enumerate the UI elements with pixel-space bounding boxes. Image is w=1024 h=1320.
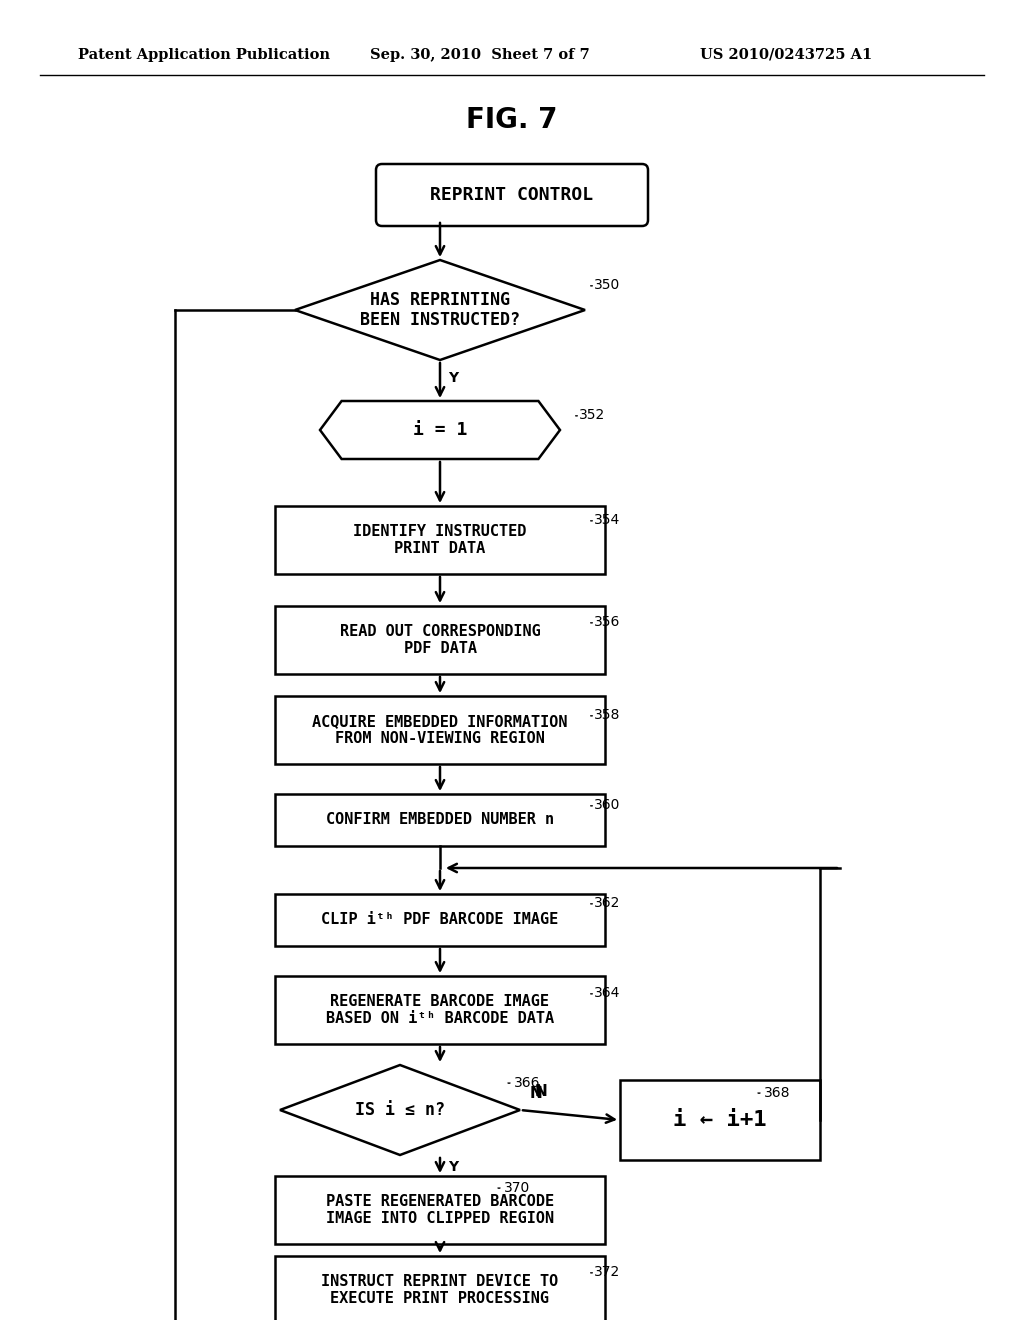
Text: Sep. 30, 2010  Sheet 7 of 7: Sep. 30, 2010 Sheet 7 of 7 [370,48,590,62]
FancyBboxPatch shape [376,164,648,226]
Text: REPRINT CONTROL: REPRINT CONTROL [430,186,594,205]
Text: FIG. 7: FIG. 7 [466,106,558,135]
Polygon shape [295,260,585,360]
Polygon shape [319,401,560,459]
Text: 364: 364 [594,986,621,1001]
Text: 356: 356 [594,615,621,630]
Text: REGENERATE BARCODE IMAGE
BASED ON iᵗʰ BARCODE DATA: REGENERATE BARCODE IMAGE BASED ON iᵗʰ BA… [326,994,554,1026]
Text: Y: Y [449,1160,458,1173]
Bar [275,506,605,574]
Text: Patent Application Publication: Patent Application Publication [78,48,330,62]
Text: 354: 354 [594,513,621,527]
Text: 360: 360 [594,799,621,812]
Text: ACQUIRE EMBEDDED INFORMATION
FROM NON-VIEWING REGION: ACQUIRE EMBEDDED INFORMATION FROM NON-VI… [312,714,567,746]
Text: N: N [535,1084,548,1100]
Text: INSTRUCT REPRINT DEVICE TO
EXECUTE PRINT PROCESSING: INSTRUCT REPRINT DEVICE TO EXECUTE PRINT… [322,1274,559,1307]
Text: 362: 362 [594,896,621,909]
Text: PASTE REGENERATED BARCODE
IMAGE INTO CLIPPED REGION: PASTE REGENERATED BARCODE IMAGE INTO CLI… [326,1193,554,1226]
Text: CONFIRM EMBEDDED NUMBER n: CONFIRM EMBEDDED NUMBER n [326,813,554,828]
Text: i ← i+1: i ← i+1 [673,1110,767,1130]
Text: 370: 370 [504,1181,530,1195]
Text: CLIP iᵗʰ PDF BARCODE IMAGE: CLIP iᵗʰ PDF BARCODE IMAGE [322,912,559,928]
Bar [275,1257,605,1320]
Text: 358: 358 [594,708,621,722]
Text: US 2010/0243725 A1: US 2010/0243725 A1 [700,48,872,62]
Bar [275,606,605,675]
Text: IS i ≤ n?: IS i ≤ n? [355,1101,445,1119]
Bar [275,975,605,1044]
Bar [275,795,605,846]
Text: i = 1: i = 1 [413,421,467,440]
Bar [275,696,605,764]
Text: 352: 352 [579,408,605,422]
Text: 368: 368 [764,1086,791,1100]
Text: READ OUT CORRESPONDING
PDF DATA: READ OUT CORRESPONDING PDF DATA [340,624,541,656]
Text: 350: 350 [594,279,621,292]
Bar [275,1176,605,1243]
Bar [620,1080,820,1160]
Text: Y: Y [449,371,458,385]
Text: IDENTIFY INSTRUCTED
PRINT DATA: IDENTIFY INSTRUCTED PRINT DATA [353,524,526,556]
Text: N: N [530,1086,543,1101]
Text: 372: 372 [594,1265,621,1279]
Text: 366: 366 [514,1076,541,1090]
Polygon shape [280,1065,520,1155]
Bar [275,894,605,946]
Text: HAS REPRINTING
BEEN INSTRUCTED?: HAS REPRINTING BEEN INSTRUCTED? [360,290,520,330]
